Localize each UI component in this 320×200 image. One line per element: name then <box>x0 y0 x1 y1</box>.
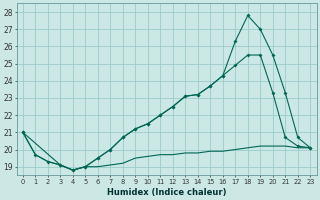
X-axis label: Humidex (Indice chaleur): Humidex (Indice chaleur) <box>107 188 226 197</box>
